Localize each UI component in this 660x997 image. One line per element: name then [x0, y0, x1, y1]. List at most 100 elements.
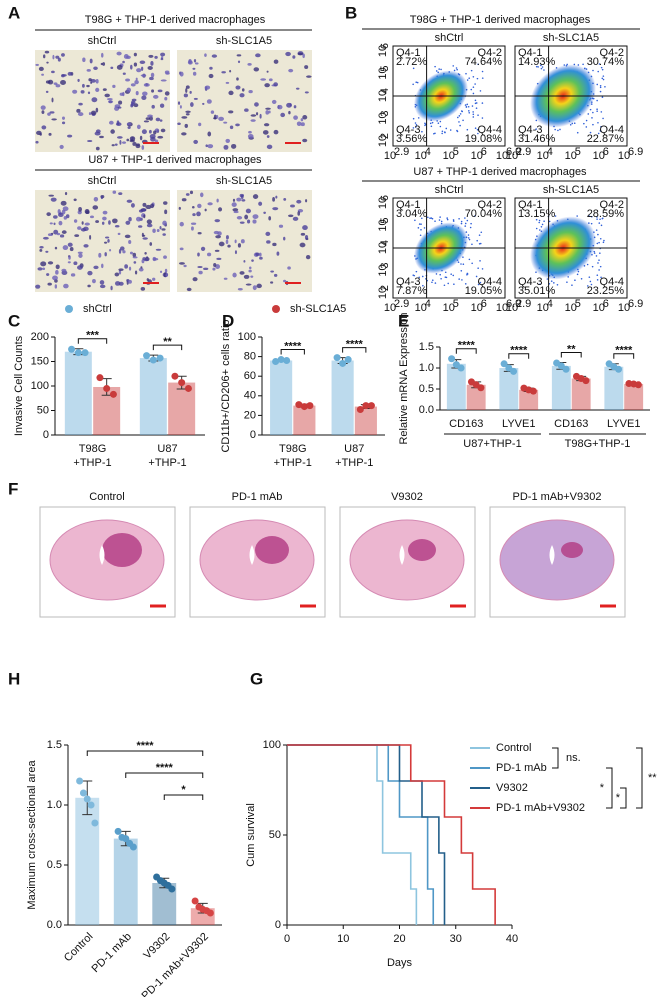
- cell: [208, 73, 214, 79]
- sig-bracket: [613, 353, 635, 359]
- cell: [92, 279, 96, 284]
- event: [431, 217, 434, 220]
- event: [469, 226, 472, 229]
- tick-exponent: 5: [575, 146, 581, 158]
- cell: [157, 89, 163, 93]
- cell: [45, 80, 51, 84]
- event: [553, 282, 555, 284]
- cell: [53, 82, 58, 86]
- event: [541, 223, 544, 226]
- sig-bracket: [125, 772, 204, 778]
- cell: [265, 107, 271, 110]
- cell: [64, 191, 68, 196]
- event: [412, 83, 414, 86]
- quadrant-name: Q4-2: [600, 47, 624, 59]
- tick-base: 10: [377, 264, 389, 276]
- cell: [89, 235, 92, 240]
- event: [464, 283, 467, 285]
- cell: [50, 197, 57, 202]
- cell: [67, 261, 71, 264]
- bar: [75, 797, 100, 925]
- tick-base: 10: [537, 150, 549, 162]
- event: [480, 231, 483, 234]
- cell: [63, 216, 68, 220]
- cell: [215, 264, 221, 269]
- cell: [198, 270, 203, 275]
- event: [535, 65, 538, 68]
- event: [557, 129, 559, 132]
- event: [474, 127, 477, 130]
- cell: [288, 110, 291, 115]
- cell: [141, 232, 144, 238]
- tick-exponent: 6: [379, 43, 391, 49]
- event: [464, 225, 467, 227]
- event: [435, 273, 438, 275]
- tick-exponent: 5: [379, 217, 391, 223]
- event: [427, 216, 429, 219]
- cell: [191, 226, 194, 231]
- event: [440, 220, 443, 223]
- y-tick-label: 80: [244, 351, 256, 363]
- cell: [253, 67, 260, 72]
- event: [456, 68, 458, 71]
- tick-base: 10: [384, 302, 396, 314]
- cell: [181, 198, 187, 202]
- event: [598, 222, 601, 224]
- event: [466, 128, 469, 131]
- cell: [197, 252, 200, 257]
- event: [421, 130, 423, 133]
- cell: [58, 212, 64, 217]
- cell: [77, 265, 83, 270]
- tick-base: 10: [377, 242, 389, 254]
- cell: [189, 190, 194, 195]
- cell: [262, 130, 269, 135]
- cell: [234, 239, 237, 244]
- tick-exponent: 2: [379, 285, 391, 291]
- legend-marker: [65, 305, 73, 313]
- cell: [163, 255, 167, 259]
- cell: [218, 241, 225, 247]
- tick-exponent: 6: [379, 195, 391, 201]
- cell: [266, 144, 273, 150]
- data-point: [272, 358, 280, 365]
- event: [467, 105, 470, 108]
- cell: [193, 58, 197, 63]
- tick-base: 10: [496, 302, 508, 314]
- cell: [105, 236, 110, 239]
- cell: [204, 85, 211, 90]
- cell: [62, 206, 69, 212]
- event: [459, 124, 461, 127]
- data-point: [277, 356, 285, 364]
- cell: [136, 124, 141, 130]
- tick-exponent: 6: [481, 298, 487, 310]
- cell: [263, 123, 270, 127]
- tick-base: 10: [377, 90, 389, 102]
- cell: [154, 55, 158, 59]
- cell: [145, 204, 152, 210]
- event: [453, 283, 455, 285]
- event: [417, 227, 420, 229]
- event: [540, 64, 542, 67]
- event: [592, 123, 594, 126]
- event: [477, 132, 479, 135]
- tick-exponent: 5: [575, 298, 581, 310]
- event: [596, 218, 598, 220]
- cell: [273, 59, 279, 64]
- cell: [104, 93, 110, 98]
- cell: [185, 193, 190, 196]
- cell: [124, 234, 131, 239]
- cell: [119, 140, 122, 145]
- cell: [136, 68, 142, 73]
- tick-base: 10: [593, 302, 605, 314]
- cell: [77, 226, 82, 230]
- annotation: *: [600, 782, 605, 794]
- event: [445, 276, 448, 279]
- event: [599, 218, 601, 221]
- tick-exponent: 5: [379, 65, 391, 71]
- tick-base: 10: [377, 67, 389, 79]
- cell: [216, 198, 219, 203]
- data-point: [562, 365, 570, 373]
- x-tick-label: 10: [337, 933, 349, 945]
- cell: [127, 126, 131, 130]
- cell: [247, 62, 252, 66]
